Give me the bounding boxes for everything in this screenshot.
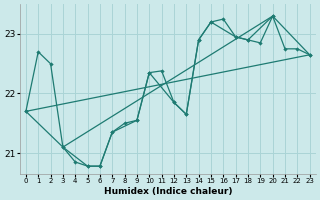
X-axis label: Humidex (Indice chaleur): Humidex (Indice chaleur) bbox=[104, 187, 232, 196]
